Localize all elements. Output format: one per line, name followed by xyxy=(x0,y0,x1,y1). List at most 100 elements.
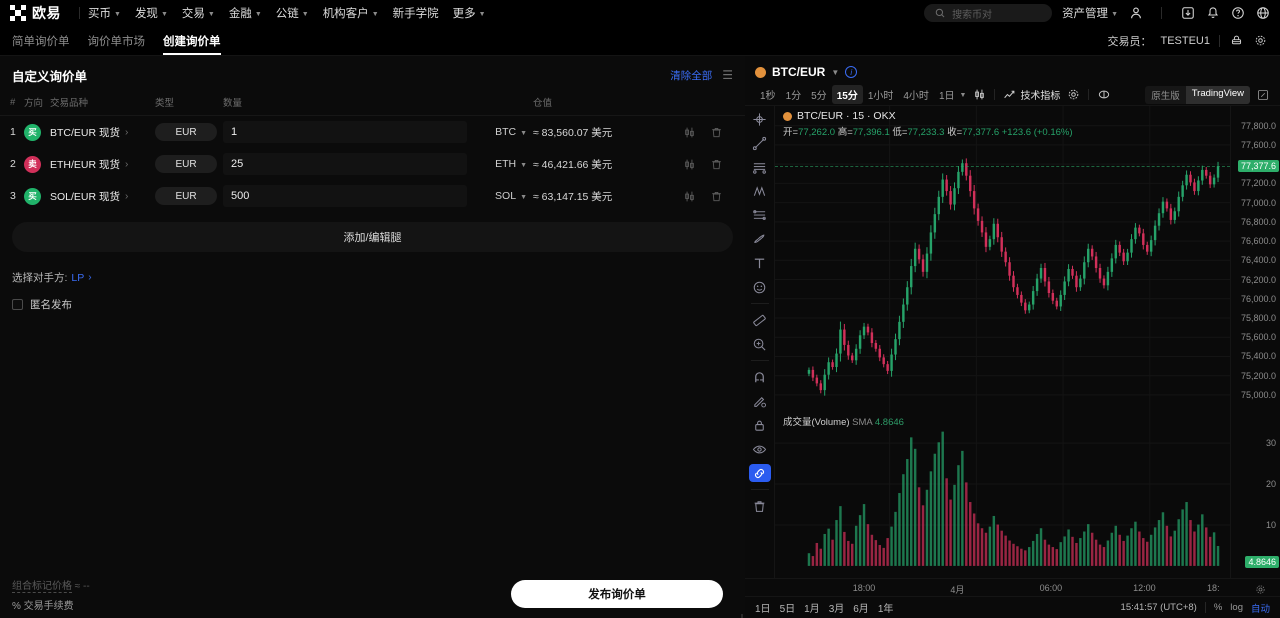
nav-item-academy[interactable]: 新手学院 xyxy=(393,5,439,21)
draw-mode-lock-icon[interactable] xyxy=(749,392,771,410)
quantity-input[interactable]: 1 xyxy=(223,121,467,143)
sync-drawings-icon[interactable] xyxy=(748,464,771,482)
row-side[interactable]: 卖 xyxy=(24,148,50,180)
nav-item-trade[interactable]: 交易 ▼ xyxy=(182,5,215,21)
quantity-input[interactable]: 25 xyxy=(223,153,467,175)
row-unit[interactable]: ETH ▼ xyxy=(471,148,533,180)
candlestick-icon[interactable] xyxy=(683,190,696,203)
side-badge-buy[interactable]: 买 xyxy=(24,187,41,205)
row-quantity[interactable]: 25 xyxy=(223,148,471,180)
delete-icon[interactable] xyxy=(710,126,723,139)
chevron-down-icon[interactable]: ▼ xyxy=(831,67,840,77)
help-icon[interactable] xyxy=(1230,6,1245,21)
measure-ruler-icon[interactable] xyxy=(749,311,771,329)
magnet-icon[interactable] xyxy=(749,368,771,386)
row-side[interactable]: 买 xyxy=(24,180,50,212)
row-type[interactable]: EUR xyxy=(155,180,223,212)
unit-dropdown[interactable]: BTC ▼ xyxy=(471,126,533,138)
checkbox-icon[interactable] xyxy=(12,299,23,310)
lock-icon[interactable] xyxy=(749,416,771,434)
scale-percent-toggle[interactable]: % xyxy=(1213,602,1223,613)
nav-item-buy-crypto[interactable]: 买币 ▼ xyxy=(88,5,121,21)
timeframe-4h[interactable]: 4小时 xyxy=(903,91,929,102)
quantity-input[interactable]: 500 xyxy=(223,185,467,207)
price-axis[interactable]: 77,800.077,600.077,400.077,200.077,000.0… xyxy=(1230,106,1280,578)
row-symbol[interactable]: ETH/EUR 现货 › xyxy=(50,148,155,180)
symbol-selector[interactable]: BTC/EUR 现货 › xyxy=(50,125,155,140)
snapshot-icon[interactable] xyxy=(1096,87,1111,102)
counterparty-value[interactable]: LP xyxy=(71,271,85,284)
nav-item-chain[interactable]: 公链 ▼ xyxy=(276,5,309,21)
row-type[interactable]: EUR xyxy=(155,116,223,149)
settings-icon[interactable] xyxy=(1253,33,1268,48)
add-edit-leg-button[interactable]: 添加/编辑腿 xyxy=(12,222,733,252)
nav-item-finance[interactable]: 金融 ▼ xyxy=(229,5,262,21)
unit-dropdown[interactable]: SOL ▼ xyxy=(471,190,533,202)
text-tool-icon[interactable] xyxy=(749,254,771,272)
row-quantity[interactable]: 1 xyxy=(223,116,471,149)
timeframe-1h[interactable]: 1小时 xyxy=(867,91,894,102)
time-axis-settings-icon[interactable] xyxy=(1255,582,1266,600)
row-unit[interactable]: SOL ▼ xyxy=(471,180,533,212)
type-pill[interactable]: EUR xyxy=(155,123,217,141)
horizontal-lines-icon[interactable] xyxy=(749,158,771,176)
fullscreen-icon[interactable] xyxy=(1255,87,1270,102)
bell-icon[interactable] xyxy=(1205,6,1220,21)
timeframe-5m[interactable]: 5分 xyxy=(811,91,827,102)
symbol-selector[interactable]: ETH/EUR 现货 › xyxy=(50,157,155,172)
scale-auto-toggle[interactable]: 自动 xyxy=(1250,603,1270,615)
chart-pair-name[interactable]: BTC/EUR xyxy=(772,65,826,79)
view-native-option[interactable]: 原生版 xyxy=(1151,90,1180,102)
scale-log-toggle[interactable]: log xyxy=(1230,602,1243,613)
range-1d[interactable]: 1日 xyxy=(755,604,771,615)
tab-simple-rfq[interactable]: 简单询价单 xyxy=(12,26,70,55)
chart-view-toggle[interactable]: 原生版 TradingView xyxy=(1145,85,1250,104)
side-badge-sell[interactable]: 卖 xyxy=(24,155,41,173)
menu-icon[interactable]: ☰ xyxy=(722,68,733,82)
candlestick-icon[interactable] xyxy=(683,126,696,139)
timeframe-1d[interactable]: 1日 xyxy=(938,91,955,102)
timeframe-1s[interactable]: 1秒 xyxy=(760,91,776,102)
chart-plot-area[interactable]: BTC/EUR · 15 · OKX 开=77,262.0 高=77,396.1… xyxy=(775,106,1230,578)
globe-icon[interactable] xyxy=(1255,6,1270,21)
timeframe-1m[interactable]: 1分 xyxy=(785,91,802,102)
eye-hide-icon[interactable] xyxy=(749,440,771,458)
emoji-icon[interactable] xyxy=(749,278,771,296)
crosshair-icon[interactable] xyxy=(749,110,771,128)
elliott-wave-icon[interactable] xyxy=(749,182,771,200)
info-icon[interactable]: i xyxy=(845,66,858,78)
indicators-label[interactable]: 技术指标 xyxy=(1020,91,1061,102)
nav-item-asset-management[interactable]: 资产管理 ▼ xyxy=(1062,5,1118,21)
view-tradingview-option[interactable]: TradingView xyxy=(1185,85,1250,104)
timeframe-15m[interactable]: 15分 xyxy=(831,85,863,104)
side-badge-buy[interactable]: 买 xyxy=(24,123,41,141)
counterparty-selector[interactable]: 选择对手方: LP › xyxy=(12,270,733,285)
symbol-selector[interactable]: SOL/EUR 现货 › xyxy=(50,189,155,204)
row-type[interactable]: EUR xyxy=(155,148,223,180)
download-icon[interactable] xyxy=(1180,6,1195,21)
type-pill[interactable]: EUR xyxy=(155,187,217,205)
time-axis[interactable]: 18:00 4月 06:00 12:00 18: xyxy=(745,578,1280,596)
brand-logo[interactable]: 欧易 xyxy=(10,3,71,23)
range-5d[interactable]: 5日 xyxy=(779,604,796,615)
chevron-down-icon[interactable]: ▼ xyxy=(959,92,967,99)
unit-dropdown[interactable]: ETH ▼ xyxy=(471,158,533,170)
brush-icon[interactable] xyxy=(749,230,771,248)
range-3m[interactable]: 3月 xyxy=(828,604,845,615)
trash-icon[interactable] xyxy=(749,497,771,515)
chart-settings-icon[interactable] xyxy=(1066,87,1081,102)
row-unit[interactable]: BTC ▼ xyxy=(471,116,533,149)
row-symbol[interactable]: BTC/EUR 现货 › xyxy=(50,116,155,149)
clear-all-button[interactable]: 清除全部 xyxy=(670,69,713,82)
delete-icon[interactable] xyxy=(710,190,723,203)
candlestick-type-icon[interactable] xyxy=(972,87,987,102)
fib-retracement-icon[interactable] xyxy=(749,206,771,224)
nav-item-more[interactable]: 更多 ▼ xyxy=(453,5,486,21)
range-1y[interactable]: 1年 xyxy=(877,604,894,615)
row-side[interactable]: 买 xyxy=(24,116,50,149)
nav-item-institutional[interactable]: 机构客户 ▼ xyxy=(323,5,379,21)
tab-create-rfq[interactable]: 创建询价单 xyxy=(163,26,221,55)
resize-handle[interactable] xyxy=(735,608,743,618)
tab-rfq-market[interactable]: 询价单市场 xyxy=(88,26,146,55)
indicators-icon[interactable] xyxy=(1002,87,1017,102)
